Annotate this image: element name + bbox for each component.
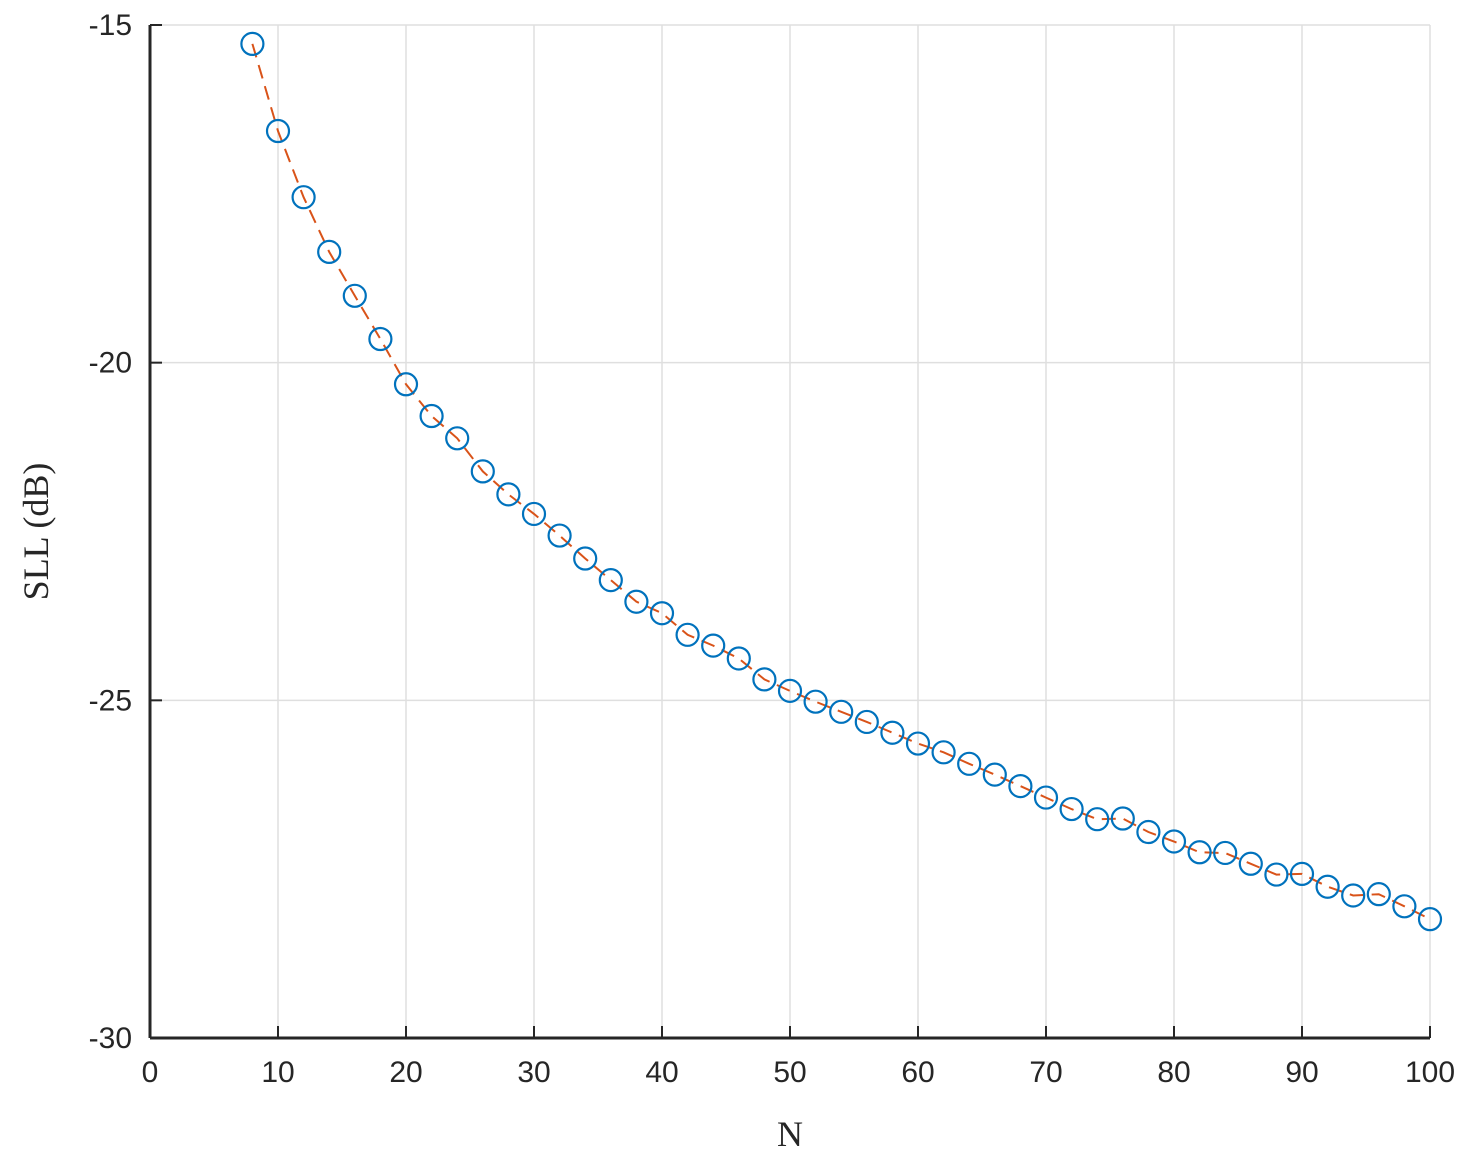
data-point [675,622,700,647]
data-point [291,185,316,210]
data-point [1136,819,1161,845]
data-point [854,709,879,735]
data-point [547,523,572,548]
data-point [317,239,342,265]
data-point [1213,840,1238,866]
data-point [1161,829,1187,854]
data-point [803,689,828,714]
data-point [1059,796,1084,822]
x-tick-label: 0 [142,1056,159,1089]
data-point [1264,862,1289,887]
x-tick-label: 60 [901,1056,934,1089]
data-point [368,326,393,352]
axes [148,24,1431,1040]
x-tick-label: 30 [517,1056,550,1089]
y-tick-label: -15 [89,9,132,42]
data-point [1085,807,1110,832]
data-point [1187,840,1212,865]
data-point [1289,861,1315,886]
data-point [419,403,444,429]
data-point [931,740,956,765]
data-point [624,589,649,614]
x-axis-title: N [777,1114,803,1154]
x-tick-label: 20 [389,1056,422,1089]
data-point [1392,894,1417,919]
data-markers [240,31,1443,932]
data-point [1008,774,1033,799]
data-point [982,762,1007,787]
data-point [470,459,495,484]
data-point [1110,806,1135,831]
data-point [1341,883,1366,908]
x-tick-label: 10 [261,1056,294,1089]
data-point [752,667,777,692]
x-tick-label: 70 [1029,1056,1062,1089]
x-tick-label: 80 [1157,1056,1190,1089]
data-point [573,546,598,571]
data-point [880,720,905,745]
data-point [265,118,291,144]
x-tick-label: 40 [645,1056,678,1089]
data-point [1366,882,1391,907]
data-point [598,568,623,593]
data-point [393,372,419,397]
data-point [521,501,547,527]
data-point [726,646,751,671]
data-point [496,482,521,507]
dashed-series-line [251,43,1431,920]
data-point [957,751,982,776]
x-tick-label: 90 [1285,1056,1318,1089]
fit-line [251,43,1431,920]
tick-labels: 0 10 20 30 40 50 60 70 80 90 100 -15 -20 -25 -30 [89,9,1455,1089]
grid [149,24,1431,1039]
data-point [1238,851,1263,876]
data-point [701,633,726,658]
y-tick-label: -30 [89,1022,132,1055]
x-tick-label: 50 [773,1056,806,1089]
x-tick-label: 100 [1405,1056,1455,1089]
data-point [1417,907,1443,932]
data-point [777,678,803,703]
data-point [649,601,675,626]
y-tick-label: -20 [89,347,132,380]
data-point [829,699,854,724]
data-point [240,31,265,57]
data-point [445,426,470,451]
y-tick-label: -25 [89,684,132,717]
y-axis-title: SLL (dB) [16,463,56,601]
data-point [905,731,931,756]
data-point [342,283,367,308]
data-point [1315,874,1340,899]
data-point [1033,785,1059,810]
